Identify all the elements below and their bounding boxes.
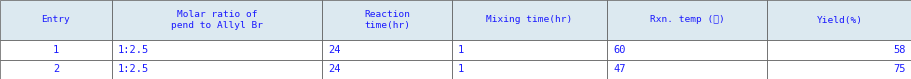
- Bar: [607, 40, 766, 59]
- Text: Molar ratio of
pend to Allyl Br: Molar ratio of pend to Allyl Br: [171, 10, 262, 30]
- Bar: [766, 40, 911, 59]
- Bar: [112, 59, 322, 79]
- Text: 1:2.5: 1:2.5: [118, 45, 149, 55]
- Text: 1: 1: [53, 45, 59, 55]
- Text: Rxn. temp (℃): Rxn. temp (℃): [649, 15, 723, 24]
- Bar: [452, 0, 607, 40]
- Bar: [452, 59, 607, 79]
- Text: Entry: Entry: [42, 15, 70, 24]
- Bar: [766, 59, 911, 79]
- Text: 1: 1: [457, 64, 464, 74]
- Text: 47: 47: [612, 64, 625, 74]
- Bar: [112, 40, 322, 59]
- Text: Reaction
time(hr): Reaction time(hr): [363, 10, 410, 30]
- Text: 75: 75: [893, 64, 905, 74]
- Text: 2: 2: [53, 64, 59, 74]
- Text: Yield(%): Yield(%): [815, 15, 862, 24]
- Bar: [0, 0, 112, 40]
- Text: 60: 60: [612, 45, 625, 55]
- Bar: [322, 0, 452, 40]
- Bar: [766, 0, 911, 40]
- Bar: [322, 40, 452, 59]
- Bar: [0, 40, 112, 59]
- Bar: [112, 0, 322, 40]
- Bar: [607, 0, 766, 40]
- Text: 1: 1: [457, 45, 464, 55]
- Text: 1:2.5: 1:2.5: [118, 64, 149, 74]
- Text: Mixing time(hr): Mixing time(hr): [486, 15, 572, 24]
- Text: 58: 58: [893, 45, 905, 55]
- Bar: [0, 59, 112, 79]
- Bar: [452, 40, 607, 59]
- Bar: [607, 59, 766, 79]
- Text: 24: 24: [328, 64, 340, 74]
- Bar: [322, 59, 452, 79]
- Text: 24: 24: [328, 45, 340, 55]
